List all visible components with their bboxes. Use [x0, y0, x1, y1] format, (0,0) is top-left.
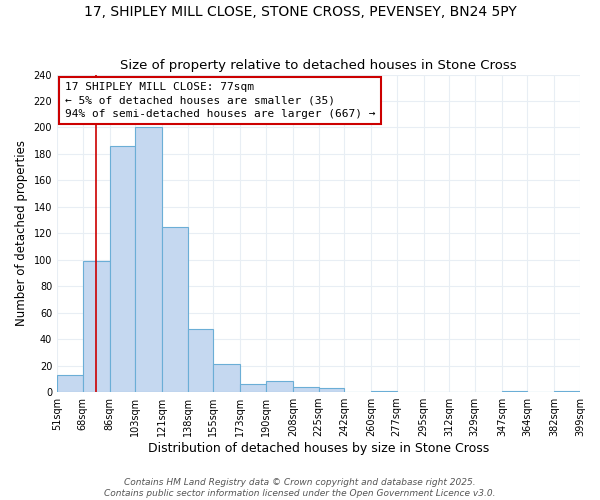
- Text: 17 SHIPLEY MILL CLOSE: 77sqm
← 5% of detached houses are smaller (35)
94% of sem: 17 SHIPLEY MILL CLOSE: 77sqm ← 5% of det…: [65, 82, 375, 119]
- Text: 17, SHIPLEY MILL CLOSE, STONE CROSS, PEVENSEY, BN24 5PY: 17, SHIPLEY MILL CLOSE, STONE CROSS, PEV…: [83, 5, 517, 19]
- Bar: [502, 391, 527, 392]
- Bar: [83, 261, 110, 392]
- Bar: [162, 226, 188, 392]
- Bar: [188, 328, 214, 392]
- Bar: [135, 128, 162, 392]
- Title: Size of property relative to detached houses in Stone Cross: Size of property relative to detached ho…: [120, 59, 517, 72]
- Y-axis label: Number of detached properties: Number of detached properties: [15, 140, 28, 326]
- Bar: [57, 375, 83, 392]
- Bar: [554, 391, 580, 392]
- Bar: [293, 387, 319, 392]
- Bar: [214, 364, 241, 392]
- X-axis label: Distribution of detached houses by size in Stone Cross: Distribution of detached houses by size …: [148, 442, 489, 455]
- Bar: [241, 384, 266, 392]
- Bar: [110, 146, 135, 392]
- Bar: [371, 391, 397, 392]
- Bar: [266, 382, 293, 392]
- Bar: [319, 388, 344, 392]
- Text: Contains HM Land Registry data © Crown copyright and database right 2025.
Contai: Contains HM Land Registry data © Crown c…: [104, 478, 496, 498]
